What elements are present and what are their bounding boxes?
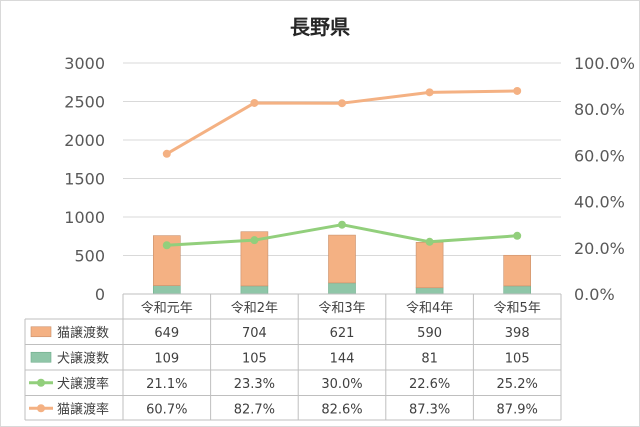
dog-adoption-bar	[240, 285, 269, 295]
legend-label: 猫譲渡率	[57, 401, 109, 417]
table-cell-value: 81	[421, 351, 438, 366]
legend-marker	[37, 378, 45, 387]
dog-rate-point	[338, 220, 346, 229]
table-cell-value: 82.6%	[321, 402, 362, 417]
y-left-tick-label: 500	[74, 247, 105, 266]
dog-rate-point	[513, 231, 522, 240]
table-cell-value: 649	[154, 326, 179, 341]
cat-rate-point	[513, 86, 522, 95]
cat-rate-point	[338, 99, 346, 108]
dog-adoption-bar	[153, 285, 181, 295]
cat-rate-point	[162, 149, 171, 158]
y-right-tick-label: 40.0%	[574, 193, 625, 212]
table-cell-value: 109	[154, 351, 179, 366]
y-left-tick-label: 1000	[64, 208, 105, 227]
table-cell-value: 87.9%	[497, 402, 538, 417]
dog-rate-point	[162, 241, 171, 250]
y-right-tick-label: 20.0%	[574, 239, 625, 258]
dog-rate-point	[250, 236, 259, 245]
y-left-tick-label: 0	[95, 285, 105, 304]
x-category-label: 令和3年	[318, 301, 365, 316]
table-cell-value: 22.6%	[409, 377, 450, 392]
table-cell-value: 144	[330, 351, 355, 366]
y-left-tick-label: 3000	[64, 54, 105, 73]
table-cell-value: 398	[505, 326, 530, 341]
x-category-label: 令和4年	[406, 301, 453, 316]
chart-title: 長野県	[290, 15, 350, 39]
table-cell-value: 25.2%	[497, 377, 538, 392]
table-cell-value: 60.7%	[146, 402, 187, 417]
table-cell-value: 590	[417, 326, 442, 341]
table-cell-value: 23.3%	[234, 377, 275, 392]
x-category-label: 令和5年	[494, 301, 541, 316]
dog-rate-point	[425, 237, 434, 246]
y-right-tick-label: 100.0%	[574, 54, 635, 73]
x-category-label: 令和2年	[231, 301, 278, 316]
table-cell-value: 87.3%	[409, 402, 450, 417]
y-left-tick-label: 2500	[64, 93, 105, 112]
y-left-tick-label: 2000	[64, 131, 105, 150]
y-left-tick-label: 1500	[64, 170, 105, 189]
dog-adoption-bar	[415, 287, 444, 295]
table-cell-value: 21.1%	[146, 377, 187, 392]
legend-marker	[37, 404, 45, 413]
dog-adoption-bar	[328, 282, 356, 295]
table-cell-value: 82.7%	[234, 402, 275, 417]
legend-swatch	[30, 326, 52, 338]
legend-label: 犬譲渡数	[57, 350, 109, 366]
legend-label: 犬譲渡率	[57, 376, 109, 392]
table-cell-value: 30.0%	[321, 377, 362, 392]
cat-adoption-bar	[415, 242, 444, 289]
x-category-label: 令和元年	[141, 301, 193, 316]
legend-swatch	[30, 351, 52, 363]
y-right-tick-label: 60.0%	[574, 146, 625, 165]
cat-adoption-bar	[328, 234, 356, 284]
legend-label: 猫譲渡数	[57, 325, 109, 341]
table-cell-value: 621	[330, 326, 355, 341]
table-cell-value: 704	[242, 326, 267, 341]
cat-rate-point	[250, 98, 259, 107]
table-cell-value: 105	[505, 351, 530, 366]
y-right-tick-label: 0.0%	[574, 285, 615, 304]
table-cell-value: 105	[242, 351, 267, 366]
y-right-tick-label: 80.0%	[574, 100, 625, 119]
dog-adoption-bar	[503, 285, 532, 295]
cat-adoption-bar	[503, 254, 532, 287]
cat-rate-point	[425, 88, 434, 97]
